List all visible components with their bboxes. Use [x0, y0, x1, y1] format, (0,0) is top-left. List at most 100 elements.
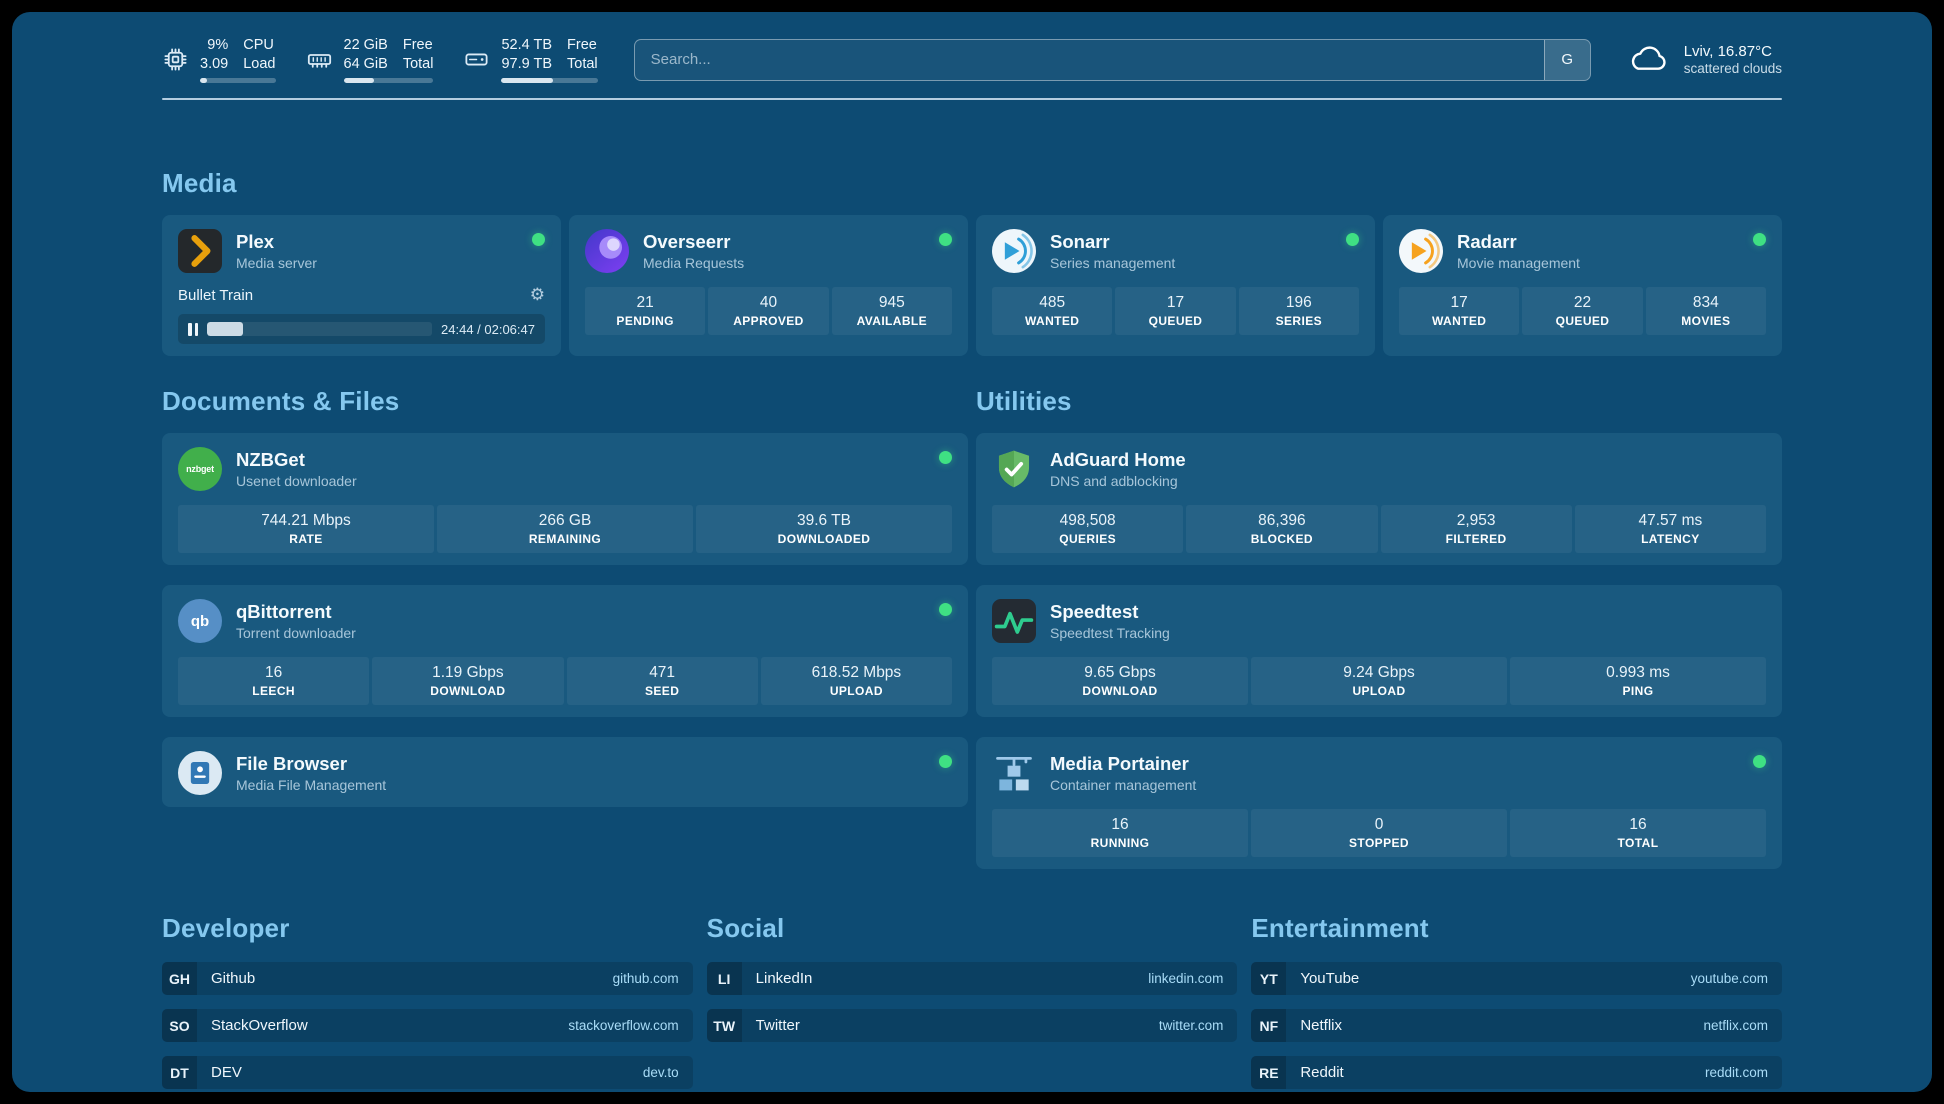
cloud-icon [1631, 46, 1666, 70]
bookmark-linkedin[interactable]: LI LinkedIn linkedin.com [706, 962, 1238, 996]
bookmark-stackoverflow[interactable]: SO StackOverflow stackoverflow.com [162, 1009, 693, 1043]
bookmark-abbr: RE [1251, 1056, 1287, 1090]
bookmark-abbr: DT [162, 1056, 197, 1090]
status-dot [939, 233, 952, 247]
section-title-media: Media [162, 168, 237, 199]
gear-icon[interactable]: ⚙ [529, 285, 545, 305]
cpu-load-value: 3.09 [200, 56, 229, 73]
bookmark-name: Netflix [1300, 1017, 1343, 1035]
app-name: AdGuard Home [1050, 449, 1186, 471]
top-bar: 9% CPU 3.09 Load 22 GiB Free [162, 36, 1782, 84]
app-name: Overseerr [643, 231, 731, 253]
section-title-entertainment: Entertainment [1251, 913, 1429, 944]
stat-filtered: 2,953 FILTERED [1380, 505, 1572, 554]
stat-latency: 47.57 ms LATENCY [1574, 505, 1766, 554]
search-bar: G [633, 38, 1591, 81]
bookmark-name: Twitter [755, 1017, 800, 1035]
dashboard: 9% CPU 3.09 Load 22 GiB Free [12, 12, 1932, 1092]
stat-available: 945 AVAILABLE [831, 287, 952, 336]
app-card-portainer[interactable]: Media Portainer Container management 16 R… [976, 737, 1782, 870]
app-name: Media Portainer [1050, 753, 1189, 775]
section-title-developer: Developer [162, 913, 290, 944]
stat-pending: 21 PENDING [585, 287, 706, 336]
app-subtitle: Usenet downloader [236, 473, 357, 490]
app-card-sonarr[interactable]: Sonarr Series management 485 WANTED 17 QUE… [976, 215, 1375, 357]
qbittorrent-icon: qb [178, 599, 222, 644]
memory-progress-bar [343, 78, 434, 84]
cpu-usage-value: 9% [207, 37, 229, 53]
bookmark-name: YouTube [1300, 970, 1360, 988]
stat-download: 1.19 Gbps DOWNLOAD [372, 657, 564, 706]
cpu-usage-label: CPU [243, 37, 274, 53]
bookmark-twitter[interactable]: TW Twitter twitter.com [706, 1009, 1238, 1043]
memory-widget: 22 GiB Free 64 GiB Total [306, 36, 434, 84]
cpu-load-label: Load [243, 56, 276, 73]
bookmark-dev[interactable]: DT DEV dev.to [162, 1056, 693, 1090]
bookmark-reddit[interactable]: RE Reddit reddit.com [1251, 1056, 1782, 1090]
status-dot [939, 603, 952, 617]
bookmarks-developer: Developer GH Github github.com SO StackO… [162, 913, 693, 1092]
stat-queued: 22 QUEUED [1522, 287, 1643, 336]
app-card-overseerr[interactable]: Overseerr Media Requests 21 PENDING 40 APP… [569, 215, 968, 357]
search-engine-button[interactable]: G [1543, 39, 1590, 80]
memory-free-value: 22 GiB [343, 37, 388, 53]
stat-leech: 16 LEECH [178, 657, 370, 706]
bookmark-abbr: GH [162, 962, 197, 996]
bookmark-host: dev.to [642, 1065, 679, 1081]
bookmark-youtube[interactable]: YT YouTube youtube.com [1251, 962, 1782, 996]
status-dot [939, 755, 952, 769]
stat-stopped: 0 STOPPED [1251, 809, 1507, 858]
stat-total: 16 TOTAL [1510, 809, 1766, 858]
status-dot [532, 233, 545, 247]
playback-progress-track[interactable] [207, 322, 433, 337]
bookmark-github[interactable]: GH Github github.com [162, 962, 693, 996]
bookmarks-entertainment: Entertainment YT YouTube youtube.com NF … [1251, 913, 1782, 1092]
disk-total-label: Total [567, 56, 598, 73]
app-subtitle: Media Requests [643, 255, 745, 272]
system-widgets: 9% CPU 3.09 Load 22 GiB Free [162, 36, 598, 84]
stat-queries: 498,508 QUERIES [992, 505, 1184, 554]
portainer-icon [992, 751, 1036, 795]
app-card-qbittorrent[interactable]: qb qBittorrent Torrent downloader 16 LEEC… [162, 585, 968, 718]
app-name: Speedtest [1050, 601, 1139, 623]
app-card-plex[interactable]: Plex Media server Bullet Train ⚙ 24:44 /… [162, 215, 561, 357]
filebrowser-icon [178, 751, 222, 796]
stat-movies: 834 MOVIES [1645, 287, 1766, 336]
bookmark-name: LinkedIn [755, 970, 813, 988]
disk-progress-bar [501, 78, 598, 84]
memory-total-value: 64 GiB [343, 56, 388, 73]
bookmark-abbr: NF [1251, 1009, 1287, 1043]
bookmark-host: netflix.com [1703, 1018, 1768, 1034]
pause-icon[interactable] [188, 322, 198, 336]
cpu-widget: 9% CPU 3.09 Load [162, 36, 276, 84]
bookmark-host: github.com [612, 971, 679, 987]
media-player-bar[interactable]: 24:44 / 02:06:47 [178, 314, 545, 345]
stat-wanted: 17 WANTED [1399, 287, 1520, 336]
stat-queued: 17 QUEUED [1115, 287, 1236, 336]
app-subtitle: Movie management [1457, 255, 1580, 272]
search-input[interactable] [634, 39, 1544, 80]
stat-ping: 0.993 ms PING [1510, 657, 1766, 706]
app-card-nzbget[interactable]: nzbget NZBGet Usenet downloader 744.21 M… [162, 433, 968, 566]
app-card-adguard[interactable]: AdGuard Home DNS and adblocking 498,508 Q… [976, 433, 1782, 566]
stat-download: 9.65 Gbps DOWNLOAD [992, 657, 1248, 706]
status-dot [1346, 233, 1359, 247]
cpu-icon [164, 48, 187, 71]
app-name: File Browser [236, 753, 348, 775]
app-subtitle: Speedtest Tracking [1050, 625, 1170, 642]
topbar-divider [162, 98, 1782, 101]
app-name: NZBGet [236, 449, 305, 471]
plex-icon [178, 229, 222, 274]
cpu-progress-bar [200, 78, 276, 84]
bookmark-name: StackOverflow [211, 1017, 308, 1035]
weather-widget[interactable]: Lviv, 16.87°C scattered clouds [1627, 43, 1782, 76]
bookmarks-social: Social LI LinkedIn linkedin.com TW Twitt… [706, 913, 1238, 1056]
app-card-speedtest[interactable]: Speedtest Speedtest Tracking 9.65 Gbps DO… [976, 585, 1782, 718]
bookmark-host: reddit.com [1704, 1065, 1768, 1081]
bookmark-netflix[interactable]: NF Netflix netflix.com [1251, 1009, 1782, 1043]
bookmark-host: youtube.com [1690, 971, 1768, 987]
app-card-filebrowser[interactable]: File Browser Media File Management [162, 737, 968, 808]
app-subtitle: Media server [236, 255, 317, 272]
app-subtitle: DNS and adblocking [1050, 473, 1178, 490]
app-card-radarr[interactable]: Radarr Movie management 17 WANTED 22 QUEUE… [1383, 215, 1782, 357]
